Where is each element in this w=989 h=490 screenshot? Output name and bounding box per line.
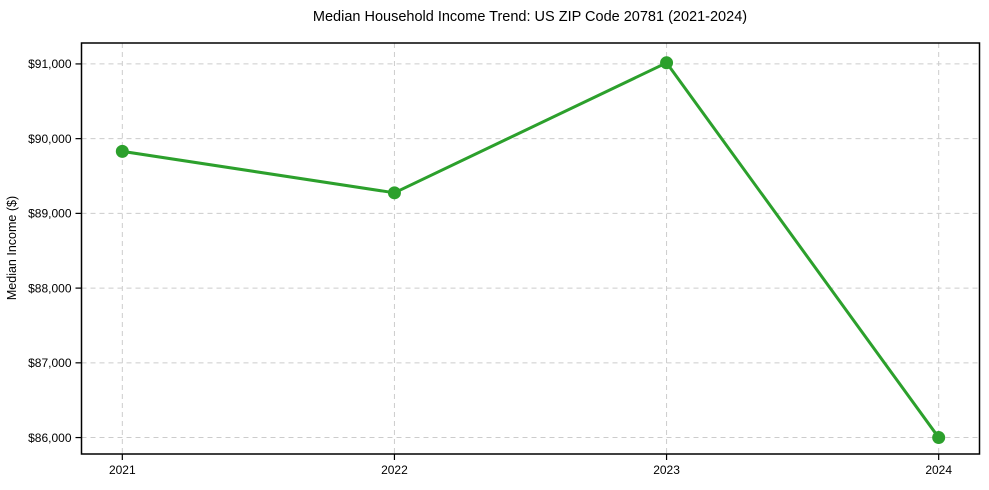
- x-tick-label: 2022: [381, 463, 408, 477]
- y-axis-label: Median Income ($): [5, 196, 19, 300]
- y-tick-label: $89,000: [28, 207, 72, 221]
- y-tick-label: $86,000: [28, 431, 72, 445]
- grid-layer: [81, 43, 980, 454]
- y-tick-label: $91,000: [28, 57, 72, 71]
- x-tick-label: 2021: [109, 463, 136, 477]
- y-tick-label: $87,000: [28, 356, 72, 370]
- data-point-2021: [115, 144, 129, 158]
- x-tick-label: 2024: [925, 463, 952, 477]
- plot-border: [80, 42, 981, 455]
- axes-layer: $86,000 $87,000 $88,000 $89,000 $90,000 $91,0…: [28, 42, 981, 477]
- chart-title: Median Household Income Trend: US ZIP Co…: [313, 9, 747, 25]
- series-layer: [115, 56, 946, 445]
- data-point-2023: [660, 56, 674, 70]
- data-point-2022: [387, 186, 401, 200]
- y-tick-label: $88,000: [28, 281, 72, 295]
- x-tick-label: 2023: [653, 463, 680, 477]
- trend-line: [120, 61, 941, 440]
- y-tick-label: $90,000: [28, 132, 72, 146]
- data-point-2024: [932, 431, 946, 445]
